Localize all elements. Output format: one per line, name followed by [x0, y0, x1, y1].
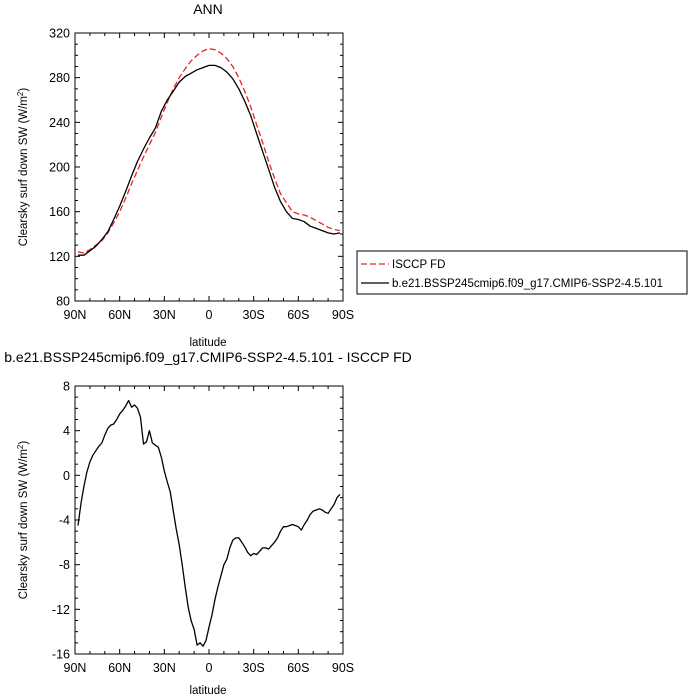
x-tick-label: 30N: [153, 661, 176, 675]
top-panel: ANN 90N 60N 30N 0 30S 60S 90S 80 120 160 200 240 280…: [16, 1, 355, 349]
series-line-0-0: [77, 47, 341, 254]
x-tick-label: 0: [206, 308, 213, 322]
y-tick-label: -4: [59, 514, 70, 528]
top-x-axis-label: latitude: [189, 337, 226, 349]
x-tick-label: 90N: [64, 308, 87, 322]
y-tick-label: 120: [49, 250, 70, 264]
y-tick-label: -16: [52, 648, 70, 662]
plot-frame-1: [74, 385, 344, 655]
x-tick-label: 90S: [332, 661, 354, 675]
x-tick-label: 0: [206, 661, 213, 675]
x-tick-label: 30N: [153, 308, 176, 322]
x-tick-label: 90N: [64, 661, 87, 675]
y-tick-label: 0: [63, 469, 70, 483]
bottom-y-axis-label: Clearsky surf down SW (W/m2): [16, 441, 31, 600]
x-tick-label: 60S: [287, 661, 309, 675]
y-tick-label: 320: [49, 27, 70, 41]
x-tick-label: 30S: [243, 308, 265, 322]
legend-box: [356, 250, 688, 295]
y-tick-label: 200: [49, 161, 70, 175]
legend: ISCCP FD b.e21.BSSP245cmip6.f09_g17.CMIP…: [356, 250, 688, 295]
bottom-chart-title: b.e21.BSSP245cmip6.f09_g17.CMIP6-SSP2-4.…: [4, 349, 412, 365]
legend-label-isccp: ISCCP FD: [392, 259, 445, 271]
legend-label-model: b.e21.BSSP245cmip6.f09_g17.CMIP6-SSP2-4.…: [392, 278, 663, 290]
y-tick-label: -12: [52, 603, 70, 617]
x-tick-label: 60N: [108, 661, 131, 675]
top-plot-area: 90N 60N 30N 0 30S 60S 90S 80 120 160 200 240 280 320: [49, 27, 354, 323]
bottom-plot-area: 90N 60N 30N 0 30S 60S 90S -16 -12 -8 -4 0 4 8: [52, 380, 354, 676]
x-tick-label: 60S: [287, 308, 309, 322]
series-line-0-1: [78, 64, 341, 256]
top-chart-title: ANN: [193, 1, 223, 17]
y-tick-label: 280: [49, 71, 70, 85]
y-tick-label: 4: [63, 424, 70, 438]
series-line-1-0: [77, 399, 341, 647]
y-tick-label: 240: [49, 116, 70, 130]
y-tick-label: 8: [63, 380, 70, 394]
x-tick-label: 30S: [243, 661, 265, 675]
y-tick-label: -8: [59, 558, 70, 572]
plot-frame-0: [74, 32, 344, 302]
x-tick-label: 90S: [332, 308, 354, 322]
top-y-axis-label: Clearsky surf down SW (W/m2): [16, 88, 31, 247]
y-tick-label: 160: [49, 205, 70, 219]
bottom-panel: b.e21.BSSP245cmip6.f09_g17.CMIP6-SSP2-4.…: [4, 349, 412, 697]
x-tick-label: 60N: [108, 308, 131, 322]
y-tick-label: 80: [56, 295, 70, 309]
bottom-x-axis-label: latitude: [189, 685, 226, 697]
